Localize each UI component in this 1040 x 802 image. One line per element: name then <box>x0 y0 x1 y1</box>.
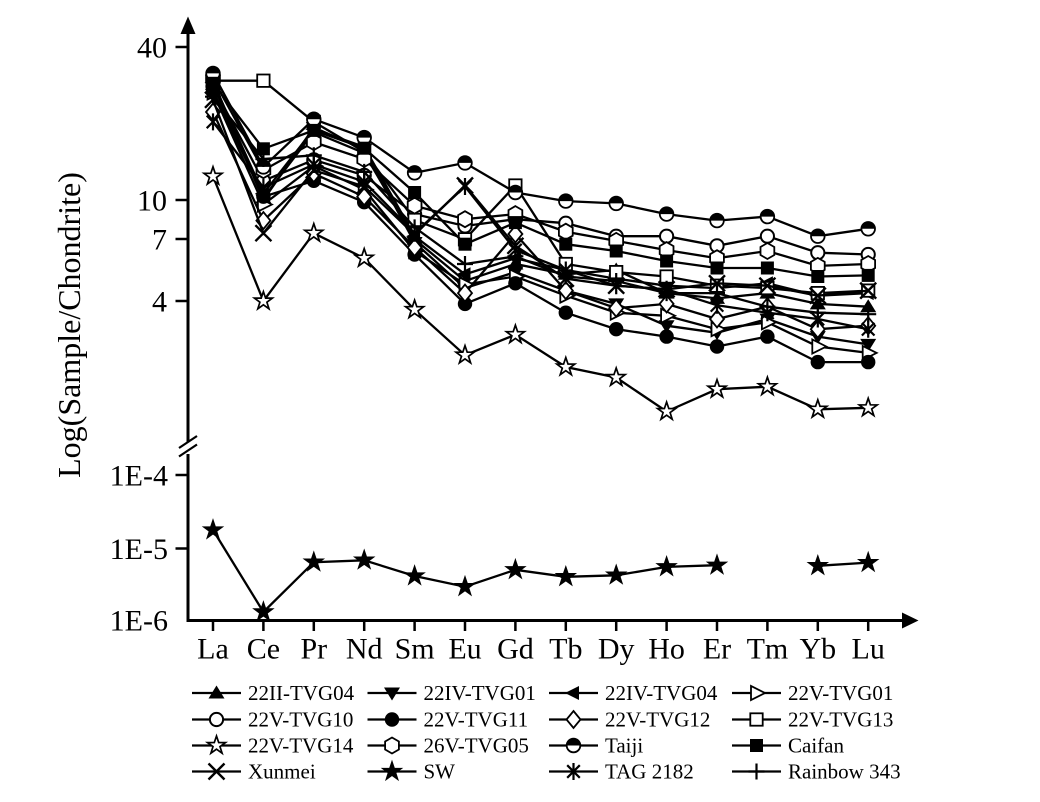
svg-text:1E-6: 1E-6 <box>110 605 168 638</box>
svg-text:Yb: Yb <box>799 633 836 666</box>
svg-text:Gd: Gd <box>497 633 534 666</box>
svg-text:22V-TVG10: 22V-TVG10 <box>248 708 353 732</box>
svg-text:Taiji: Taiji <box>605 734 643 758</box>
svg-text:Nd: Nd <box>346 633 383 666</box>
svg-text:TAG 2182: TAG 2182 <box>605 760 694 784</box>
svg-text:22II-TVG04: 22II-TVG04 <box>248 681 355 705</box>
svg-text:Tm: Tm <box>747 633 789 666</box>
svg-text:Er: Er <box>703 633 731 666</box>
svg-text:Tb: Tb <box>549 633 582 666</box>
svg-text:La: La <box>197 633 229 666</box>
svg-text:Ce: Ce <box>247 633 280 666</box>
svg-text:26V-TVG05: 26V-TVG05 <box>424 734 529 758</box>
svg-text:SW: SW <box>424 760 456 784</box>
svg-text:Log(Sample/Chondrite): Log(Sample/Chondrite) <box>51 172 87 478</box>
svg-text:22V-TVG14: 22V-TVG14 <box>248 734 354 758</box>
svg-text:22V-TVG11: 22V-TVG11 <box>424 708 529 732</box>
svg-text:7: 7 <box>152 224 167 257</box>
svg-text:Ho: Ho <box>648 633 685 666</box>
svg-text:22V-TVG01: 22V-TVG01 <box>788 681 893 705</box>
svg-text:22IV-TVG04: 22IV-TVG04 <box>605 681 718 705</box>
svg-text:10: 10 <box>137 185 167 218</box>
svg-text:40: 40 <box>137 32 167 65</box>
svg-text:1E-4: 1E-4 <box>110 460 168 493</box>
svg-text:Eu: Eu <box>448 633 481 666</box>
svg-text:1E-5: 1E-5 <box>110 533 168 566</box>
svg-text:Sm: Sm <box>395 633 435 666</box>
svg-text:Lu: Lu <box>852 633 885 666</box>
svg-text:Xunmei: Xunmei <box>248 760 316 784</box>
svg-text:Pr: Pr <box>300 633 327 666</box>
svg-text:22V-TVG12: 22V-TVG12 <box>605 708 710 732</box>
svg-text:22V-TVG13: 22V-TVG13 <box>788 708 893 732</box>
svg-text:22IV-TVG01: 22IV-TVG01 <box>424 681 536 705</box>
svg-text:Caifan: Caifan <box>788 734 844 758</box>
svg-text:Dy: Dy <box>598 633 635 666</box>
svg-text:Rainbow 343: Rainbow 343 <box>788 760 901 784</box>
svg-text:4: 4 <box>152 286 167 319</box>
